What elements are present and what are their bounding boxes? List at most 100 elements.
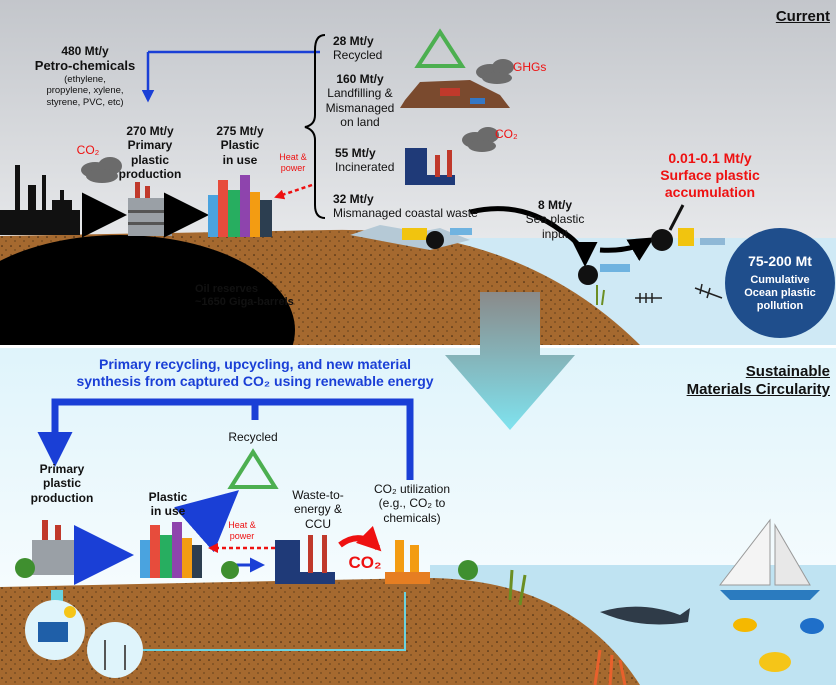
detail-line: (ethylene, [64, 73, 106, 85]
label-line: plastic [130, 152, 169, 167]
primary-production: Primary plastic production [31, 462, 94, 505]
plastic-in-use: Plastic in use [149, 490, 188, 519]
label-line: Heat & [279, 152, 307, 162]
waste-to-energy: Waste-to- energy & CCU [292, 488, 344, 531]
co2-cloud [462, 127, 499, 152]
city [208, 175, 272, 237]
emission-label: CO₂ [76, 143, 100, 157]
loop-arrow [37, 398, 414, 480]
accumulation-arrow [599, 237, 655, 262]
label-line: power [280, 162, 306, 173]
headline: Primary recycling, upcycling, and new ma… [76, 356, 433, 390]
label: Petro-chemicals [34, 58, 136, 74]
fate-recycled: 28 Mt/y Recycled [333, 34, 382, 63]
headline-line: synthesis from captured CO₂ using renewa… [76, 372, 434, 389]
ghg-cloud [476, 59, 514, 84]
label-line: Surface plastic [660, 166, 760, 183]
amount: 75-200 Mt [748, 253, 812, 269]
label-line: power [229, 530, 255, 541]
label-line: Mismanaged coastal waste [333, 206, 478, 221]
title-line: Materials Circularity [686, 381, 830, 398]
energy-line [120, 592, 406, 651]
solar-panel [38, 622, 68, 642]
label-line: Recycled [333, 48, 383, 63]
detail-line: styrene, PVC, etc) [46, 96, 124, 108]
recycle-arrow [174, 490, 240, 553]
label-line: in use [150, 504, 186, 519]
surface-accumulation: 0.01-0.1 Mt/y Surface plastic accumulati… [660, 150, 760, 200]
label-line: Plastic [148, 490, 188, 504]
label-line: plastic [42, 476, 81, 491]
label-line: Waste-to- [292, 488, 344, 502]
whale [600, 606, 690, 625]
label-line: CCU [305, 516, 331, 531]
headline-line: Primary recycling, upcycling, and new ma… [98, 356, 412, 372]
label-line: chemicals) [383, 510, 441, 525]
seaweed [596, 285, 605, 306]
plastic-in-use: 275 Mt/y Plastic in use [216, 124, 263, 167]
heat-power: Heat & power [279, 152, 307, 174]
label-line: Primary [127, 138, 173, 153]
recycle-icon [227, 448, 279, 489]
incinerator [405, 148, 455, 185]
city [140, 522, 202, 578]
coral [593, 649, 627, 685]
amount: 55 Mt/y [335, 146, 376, 160]
fish [733, 618, 757, 632]
refinery [0, 165, 80, 235]
label-line: ~1650 Giga-barrels [195, 296, 294, 309]
bracket [304, 34, 326, 219]
fish [759, 652, 791, 672]
label-line: accumulation [664, 183, 756, 200]
incinerator [275, 535, 335, 584]
fish [800, 618, 824, 634]
factory [32, 520, 82, 575]
emission-label: GHGs [513, 60, 547, 74]
co2-arrow [338, 525, 382, 552]
landfill [400, 80, 510, 108]
fish-bones [635, 283, 723, 303]
label-line: Primary [39, 462, 85, 476]
ground [0, 577, 640, 685]
current-panel [0, 0, 836, 345]
amount: 160 Mt/y [336, 72, 384, 86]
fate-coastal: 32 Mt/y Mismanaged coastal waste [333, 192, 478, 221]
amount: 270 Mt/y [126, 124, 174, 138]
sea-debris [578, 204, 725, 285]
amount: 0.01-0.1 Mt/y [668, 150, 752, 166]
label-line: on land [340, 115, 380, 130]
coastal-waste [350, 225, 472, 250]
trees [15, 558, 478, 580]
ocean-pollution: 75-200 Mt Cumulative Ocean plastic pollu… [744, 253, 816, 313]
heat-power: Heat & power [228, 520, 256, 542]
transition-arrow [445, 292, 575, 430]
heat-arrow [274, 183, 313, 200]
sea-input-arrow [469, 206, 598, 267]
label-line: Sea plastic [525, 212, 585, 227]
sun [64, 606, 76, 618]
label-line: Ocean plastic [744, 286, 816, 299]
recycle-icon [414, 28, 466, 68]
amount: 8 Mt/y [537, 198, 573, 212]
co2-utilization: CO₂ utilization (e.g., CO₂ to chemicals) [374, 482, 450, 525]
panel-title: Sustainable Materials Circularity [687, 363, 830, 399]
seaweed [508, 569, 527, 606]
label-line: Cumulative [750, 273, 810, 286]
label-line: in use [222, 152, 258, 167]
oil-reserves: Oil reserves ~1650 Giga-barrels [195, 283, 294, 309]
label-line: CO₂ utilization [373, 482, 451, 496]
amount: 480 Mt/y [61, 44, 109, 58]
label-line: input [541, 226, 569, 241]
ccu-plant [385, 540, 430, 584]
label-line: production [118, 167, 182, 182]
amount: 275 Mt/y [216, 124, 264, 138]
label-line: Landfilling & [327, 86, 393, 101]
wind-turbines [104, 640, 126, 670]
amount: 32 Mt/y [333, 192, 374, 206]
fate-landfill: 160 Mt/y Landfilling & Mismanaged on lan… [326, 72, 395, 130]
label-line: Oil reserves [195, 283, 258, 295]
primary-production: 270 Mt/y Primary plastic production [119, 124, 182, 182]
wind-badge [87, 622, 143, 678]
